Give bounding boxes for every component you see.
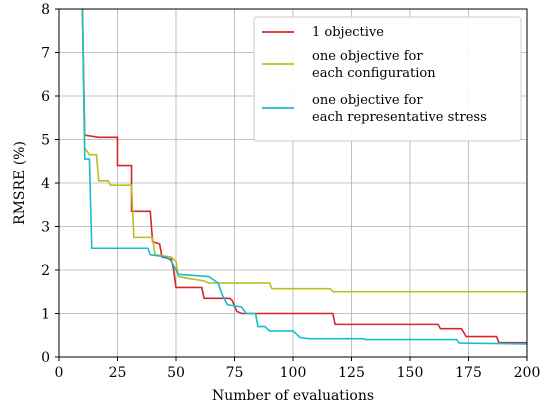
legend-label: one objective for each representative str…	[312, 93, 487, 125]
x-tick-label: 175	[455, 365, 482, 381]
y-tick-label: 1	[41, 307, 50, 323]
x-tick-label: 150	[397, 365, 424, 381]
x-tick-label: 25	[109, 365, 127, 381]
legend-label: one objective for each configuration	[312, 49, 436, 81]
x-axis-title: Number of evaluations	[212, 388, 374, 404]
y-tick-label: 4	[41, 176, 50, 192]
x-tick-label: 75	[226, 365, 244, 381]
legend-box	[253, 16, 522, 142]
y-tick-label: 6	[41, 89, 50, 105]
x-tick-label: 125	[338, 365, 365, 381]
y-tick-label: 0	[41, 350, 50, 366]
y-tick-label: 5	[41, 133, 50, 149]
x-tick-label: 100	[280, 365, 307, 381]
tick-group: 0 25 50 75 100 125 150 175 200 0 1 2 3 4 5 6 7 8	[41, 2, 540, 381]
x-tick-label: 0	[55, 365, 64, 381]
y-tick-label: 8	[41, 2, 50, 18]
x-tick-label: 50	[167, 365, 185, 381]
legend: 1 objective one objective for each configu…	[253, 16, 522, 142]
x-tick-label: 200	[514, 365, 541, 381]
y-axis-title: RMSRE (%)	[12, 141, 28, 225]
y-tick-label: 2	[41, 263, 50, 279]
y-tick-label: 3	[41, 220, 50, 236]
y-tick-label: 7	[41, 46, 50, 62]
series-group	[81, 8, 528, 345]
series-line	[81, 8, 528, 345]
legend-label: 1 objective	[312, 25, 384, 40]
series-line	[81, 8, 527, 344]
